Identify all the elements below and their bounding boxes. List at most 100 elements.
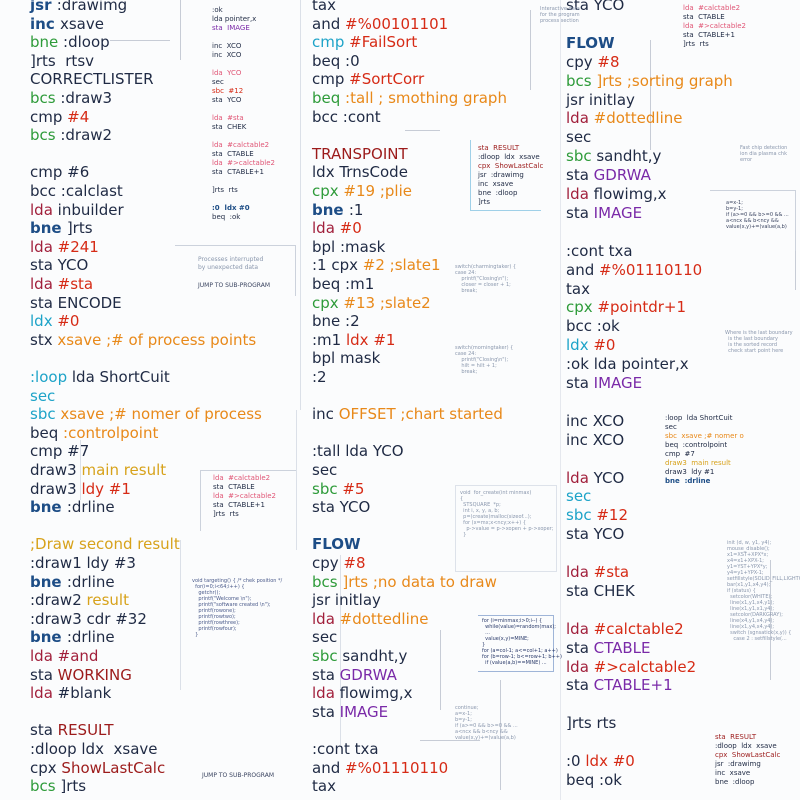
tiny-code-line: init (d, w, y1, y4); bbox=[727, 540, 772, 546]
divider bbox=[530, 10, 531, 90]
divider bbox=[340, 555, 341, 745]
code-token: :1 bbox=[348, 200, 364, 219]
code-line: bpl mask bbox=[312, 349, 380, 367]
code-token: ldx #1 bbox=[345, 330, 396, 349]
code-token: #8 bbox=[597, 52, 620, 71]
code-token: GDRWA bbox=[593, 166, 651, 185]
divider bbox=[500, 680, 501, 790]
tiny-code-line: } bbox=[192, 632, 199, 638]
divider bbox=[80, 440, 81, 500]
tiny-code-line: ... bbox=[482, 630, 490, 636]
code-token: #sta bbox=[57, 275, 94, 293]
code-token: tax bbox=[312, 0, 341, 14]
code-token: :loop bbox=[30, 368, 72, 386]
small-code-line: sta CTABLE bbox=[212, 150, 254, 158]
code-token: cmp bbox=[30, 107, 68, 126]
tiny-code-line: switch(morningtaker) { bbox=[455, 345, 514, 351]
code-token: ]rts ;sorting graph bbox=[596, 71, 733, 90]
small-code-line: sta CTABLE+1 bbox=[683, 31, 735, 39]
code-token: CTABLE+1 bbox=[593, 676, 673, 695]
code-line: sbc xsave ;# nomer of process bbox=[30, 405, 262, 423]
code-token: and bbox=[312, 758, 345, 777]
code-token: IMAGE bbox=[339, 702, 389, 721]
code-line: bne :1 bbox=[312, 201, 363, 219]
code-token: cmp bbox=[30, 163, 68, 182]
small-code-line: lda pointer,x bbox=[212, 15, 257, 23]
tiny-code-line: for (a=col-1; a<=col+1; a++) bbox=[482, 648, 558, 654]
code-token: :dloop bbox=[30, 740, 82, 758]
code-token: :cont bbox=[312, 740, 355, 758]
tiny-code-line: Fast chip detection bbox=[740, 145, 788, 151]
tiny-code-line: b=y-1; bbox=[455, 717, 472, 723]
code-line: :2 bbox=[312, 368, 327, 386]
small-code-line: sta CTABLE bbox=[213, 483, 255, 491]
code-token: #0 bbox=[593, 336, 616, 355]
code-line: cpy #8 bbox=[566, 53, 620, 71]
code-token: #%01110110 bbox=[345, 758, 449, 777]
code-line: :draw3 cdr #32 bbox=[30, 610, 147, 628]
code-token: stx bbox=[30, 330, 58, 349]
code-token: :dloop bbox=[63, 33, 110, 52]
code-token: bcc bbox=[30, 182, 61, 200]
code-token: #dottedline bbox=[339, 609, 429, 628]
code-token: beq bbox=[312, 275, 346, 293]
code-token: #SortCorr bbox=[349, 70, 425, 89]
code-line: bcs ]rts ;no data to draw bbox=[312, 573, 497, 591]
code-token: FLOW bbox=[312, 535, 361, 554]
code-token: sta bbox=[566, 374, 594, 392]
code-line: lda #>calctable2 bbox=[566, 658, 696, 676]
note-frame bbox=[175, 245, 296, 296]
tiny-code-line: setcolor(DARKGRAY); bbox=[727, 612, 783, 618]
code-line: sta CTABLE bbox=[566, 639, 651, 657]
code-line: cpy #8 bbox=[312, 554, 366, 572]
code-token: YCO bbox=[57, 256, 89, 275]
note-interrupted: Processes interrupted by unexpected data bbox=[198, 256, 264, 271]
code-token: cpy bbox=[312, 554, 344, 572]
code-token: cpx bbox=[30, 758, 62, 777]
code-line: draw3 ldy #1 bbox=[30, 480, 131, 498]
code-token: :m1 bbox=[312, 330, 346, 349]
tiny-code-line: line(x4,y1,x4,y4); bbox=[727, 618, 775, 624]
code-token: sta bbox=[30, 721, 58, 740]
code-line: ldx #0 bbox=[30, 312, 79, 330]
code-line: :draw1 ldy #3 bbox=[30, 554, 136, 572]
code-line: lda #calctable2 bbox=[566, 620, 684, 638]
tiny-code-line: process section bbox=[540, 18, 579, 24]
tiny-code-line: check start point here bbox=[725, 348, 784, 354]
code-token: #5 bbox=[342, 479, 365, 498]
tiny-code-line: closer = closer + 1; bbox=[455, 282, 511, 288]
code-line: sta YCO bbox=[30, 256, 88, 274]
code-token: sta bbox=[30, 256, 58, 275]
code-token: bne bbox=[30, 498, 67, 517]
code-line: lda #and bbox=[30, 647, 98, 665]
code-line: and #%01110110 bbox=[566, 261, 702, 279]
code-token: bne bbox=[312, 200, 349, 219]
code-token: #12 bbox=[596, 506, 629, 525]
code-token: lda bbox=[566, 657, 594, 676]
code-token: TRANSPOINT bbox=[312, 144, 408, 163]
code-token: ldx bbox=[566, 336, 594, 355]
code-token: sec bbox=[30, 386, 56, 405]
code-token: lda bbox=[30, 200, 58, 219]
code-line: inc xsave bbox=[30, 15, 104, 33]
small-code-line: lda #>calctable2 bbox=[212, 159, 275, 167]
code-token: #6 bbox=[67, 163, 90, 182]
code-token: :cont bbox=[566, 241, 609, 260]
tiny-code-line: printf("Closing\n"); bbox=[455, 357, 509, 363]
tiny-code-line: p=(create)malloc(sizeof...); bbox=[460, 514, 532, 520]
code-token: #sta bbox=[593, 563, 630, 581]
code-token: bne bbox=[30, 628, 67, 647]
code-token: :m1 bbox=[345, 275, 375, 293]
small-code-line: sta YCO bbox=[212, 96, 242, 104]
code-token: jsr bbox=[30, 0, 57, 14]
code-line: sta CHEK bbox=[566, 582, 635, 600]
code-token: YCO bbox=[339, 498, 371, 517]
code-token: beq bbox=[312, 89, 346, 107]
code-token: sec bbox=[566, 487, 592, 506]
code-line: sta IMAGE bbox=[312, 703, 388, 721]
code-token: ]rts bbox=[66, 219, 93, 238]
code-token: ldx #0 bbox=[585, 752, 635, 770]
tiny-code-line: ion dia plasma chk bbox=[740, 151, 787, 157]
tiny-code-line: a=x-1; bbox=[726, 200, 743, 206]
code-line: ldx #0 bbox=[566, 336, 615, 354]
